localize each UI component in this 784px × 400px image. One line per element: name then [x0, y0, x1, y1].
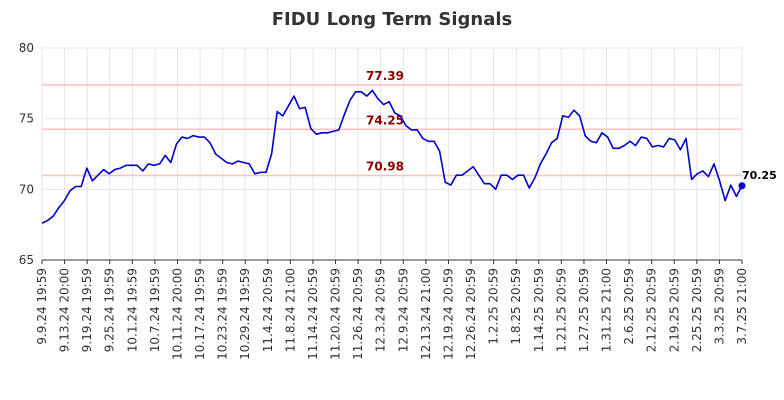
x-tick-label: 9.19.24 19:59 [80, 268, 94, 352]
axes: 65 70 75 80 9.9.24 19:59 9.13.24 20:00 9.19.24… [19, 41, 749, 360]
x-tick-label: 1.27.25 20:59 [577, 268, 591, 352]
level-label: 77.39 [366, 69, 404, 83]
x-tick-label: 1.8.25 20:59 [509, 268, 523, 345]
x-tick-label: 3.7.25 21:00 [735, 268, 749, 345]
x-tick-label: 11.4.24 20:59 [261, 268, 275, 352]
y-tick-label: 65 [19, 253, 34, 267]
x-tick-label: 2.25.25 20:59 [690, 268, 704, 352]
x-tick-label: 1.2.25 20:59 [487, 268, 501, 345]
x-tick-label: 11.14.24 20:59 [306, 268, 320, 360]
x-tick-label: 9.9.24 19:59 [35, 268, 49, 345]
grid [41, 47, 743, 261]
y-tick-label: 70 [19, 182, 34, 196]
x-tick-label: 12.3.24 20:59 [374, 268, 388, 352]
series-layer: 70.25 [41, 89, 777, 224]
price-series-line [41, 89, 743, 224]
x-tick-label: 10.29.24 19:59 [238, 268, 252, 360]
x-tick-label: 10.17.24 19:59 [193, 268, 207, 360]
x-tick-label: 10.7.24 19:59 [148, 268, 162, 352]
y-tick-label: 75 [19, 112, 34, 126]
x-tick-label: 3.3.25 20:59 [712, 268, 726, 345]
x-tick-label: 2.12.25 20:59 [645, 268, 659, 352]
x-tick-label: 12.13.24 21:00 [419, 268, 433, 360]
x-tick-label: 10.1.24 19:59 [125, 268, 139, 352]
chart-title: FIDU Long Term Signals [272, 9, 512, 30]
level-label: 70.98 [366, 159, 404, 173]
signal-levels: 77.39 74.25 70.98 [42, 69, 742, 177]
x-tick-label: 1.21.25 20:59 [554, 268, 568, 352]
last-point-label: 70.25 [742, 169, 777, 182]
x-tick-label: 11.20.24 20:59 [329, 268, 343, 360]
x-tick-label: 2.6.25 20:59 [622, 268, 636, 345]
x-tick-label: 12.19.24 20:59 [441, 268, 455, 360]
level-label: 74.25 [366, 113, 404, 127]
x-tick-label: 9.25.24 19:59 [103, 268, 117, 352]
x-tick-label: 10.11.24 20:00 [170, 268, 184, 360]
x-tick-label: 12.9.24 20:59 [396, 268, 410, 352]
x-tick-label: 2.19.25 20:59 [667, 268, 681, 352]
x-tick-label: 11.26.24 20:59 [351, 268, 365, 360]
x-tick-label: 1.14.25 20:59 [532, 268, 546, 352]
x-tick-label: 10.23.24 19:59 [216, 268, 230, 360]
x-tick-label: 12.26.24 20:59 [464, 268, 478, 360]
x-tick-label: 11.8.24 21:00 [283, 268, 297, 352]
x-tick-label: 9.13.24 20:00 [58, 268, 72, 352]
x-tick-label: 1.31.25 21:00 [600, 268, 614, 352]
last-point-marker [738, 182, 746, 190]
y-tick-label: 80 [19, 41, 34, 55]
